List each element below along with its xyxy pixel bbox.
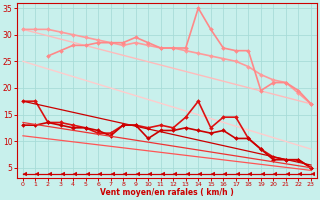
X-axis label: Vent moyen/en rafales ( km/h ): Vent moyen/en rafales ( km/h ) — [100, 188, 234, 197]
